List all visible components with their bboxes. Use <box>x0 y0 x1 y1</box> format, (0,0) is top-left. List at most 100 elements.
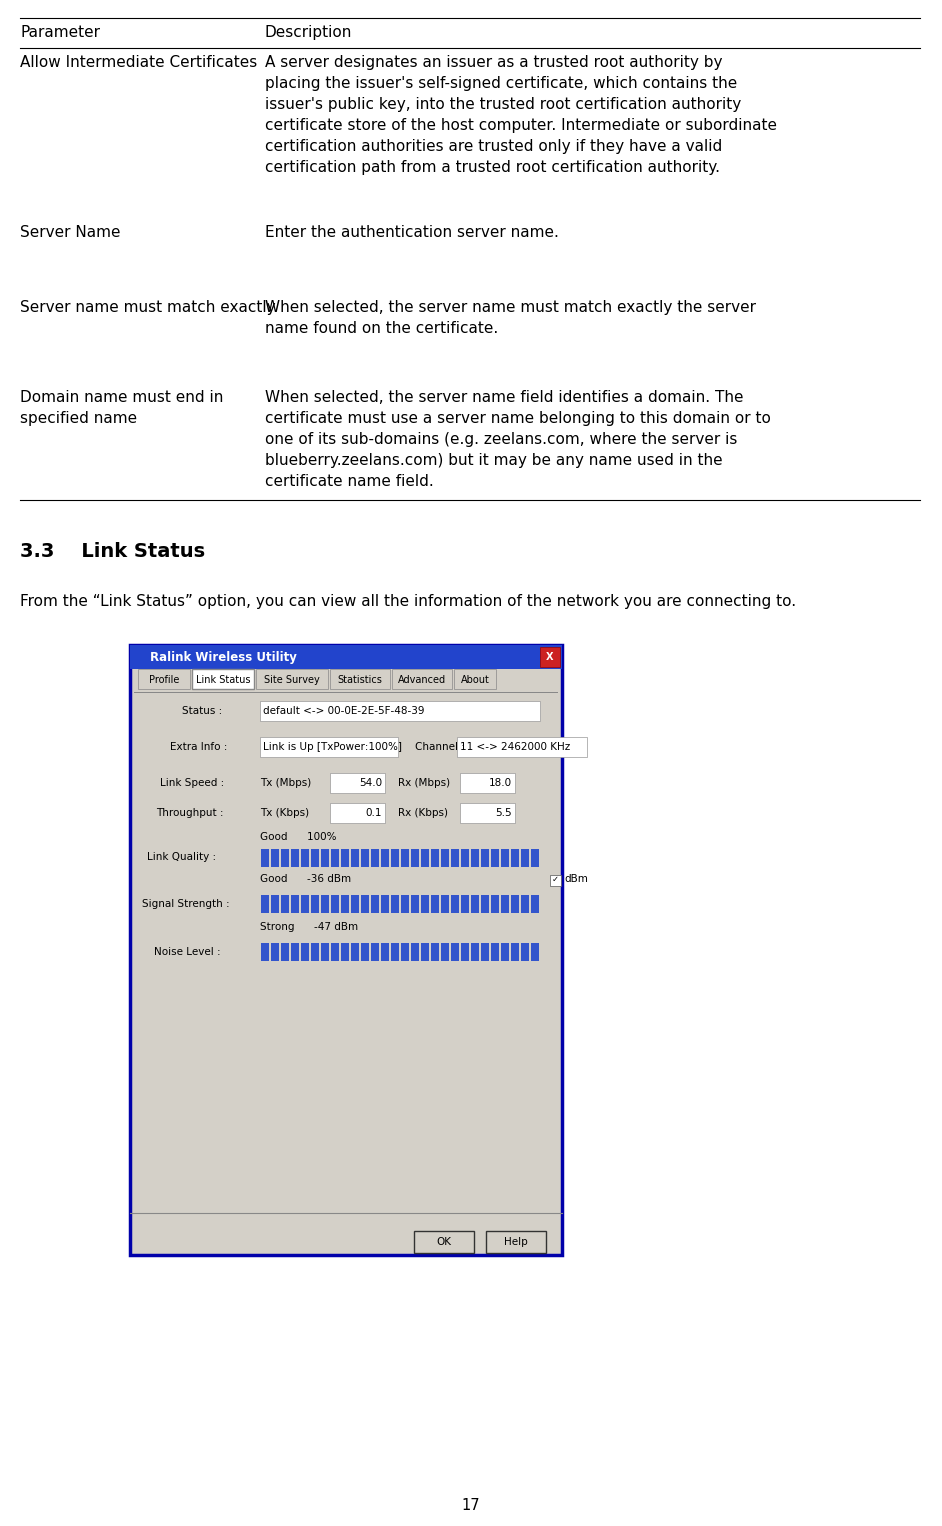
Bar <box>430 896 439 913</box>
Bar <box>381 848 389 867</box>
Text: Profile: Profile <box>149 674 179 685</box>
Bar <box>281 848 289 867</box>
Bar <box>300 848 309 867</box>
Bar <box>550 874 561 887</box>
Text: A server designates an issuer as a trusted root authority by: A server designates an issuer as a trust… <box>265 55 723 70</box>
Bar <box>441 943 449 961</box>
Bar <box>451 943 460 961</box>
Bar <box>261 848 269 867</box>
Bar <box>441 896 449 913</box>
Bar <box>460 803 515 823</box>
Text: Ralink Wireless Utility: Ralink Wireless Utility <box>150 650 297 664</box>
Bar <box>400 848 409 867</box>
Bar <box>392 668 452 690</box>
Bar <box>480 896 489 913</box>
Bar <box>270 943 279 961</box>
Bar <box>511 848 519 867</box>
Text: When selected, the server name must match exactly the server: When selected, the server name must matc… <box>265 301 756 314</box>
Text: 0.1: 0.1 <box>365 807 382 818</box>
Text: About: About <box>461 674 490 685</box>
Text: OK: OK <box>436 1238 451 1247</box>
Text: certification authorities are trusted only if they have a valid: certification authorities are trusted on… <box>265 139 723 154</box>
Bar <box>270 896 279 913</box>
Text: Server name must match exactly: Server name must match exactly <box>20 301 276 314</box>
Bar <box>260 700 540 720</box>
Text: Rx (Kbps): Rx (Kbps) <box>398 807 448 818</box>
Text: Enter the authentication server name.: Enter the authentication server name. <box>265 224 559 240</box>
Bar <box>530 848 539 867</box>
Bar <box>430 848 439 867</box>
Bar <box>291 896 300 913</box>
Text: specified name: specified name <box>20 410 138 426</box>
Bar <box>521 848 529 867</box>
Text: Advanced: Advanced <box>398 674 447 685</box>
Bar <box>331 943 339 961</box>
Bar <box>311 848 319 867</box>
Bar <box>331 896 339 913</box>
Text: Status :: Status : <box>182 707 222 716</box>
Text: certificate must use a server name belonging to this domain or to: certificate must use a server name belon… <box>265 410 771 426</box>
Bar <box>480 943 489 961</box>
Bar <box>511 943 519 961</box>
Text: Signal Strength :: Signal Strength : <box>142 899 230 909</box>
Bar <box>454 668 496 690</box>
Text: Channel :: Channel : <box>415 742 464 752</box>
Text: Link Status: Link Status <box>196 674 251 685</box>
Bar <box>311 943 319 961</box>
Bar <box>361 943 369 961</box>
Bar <box>300 896 309 913</box>
Text: X: X <box>546 652 554 662</box>
Bar <box>521 943 529 961</box>
Text: certificate store of the host computer. Intermediate or subordinate: certificate store of the host computer. … <box>265 118 777 133</box>
Bar <box>361 896 369 913</box>
Text: Server Name: Server Name <box>20 224 121 240</box>
Bar <box>341 943 349 961</box>
Bar <box>471 896 479 913</box>
Text: Noise Level :: Noise Level : <box>154 948 220 957</box>
Text: Link Quality :: Link Quality : <box>147 852 216 862</box>
Bar <box>331 848 339 867</box>
Bar <box>400 943 409 961</box>
Bar <box>391 943 399 961</box>
Bar <box>391 848 399 867</box>
Text: From the “Link Status” option, you can view all the information of the network y: From the “Link Status” option, you can v… <box>20 594 796 609</box>
Text: Statistics: Statistics <box>337 674 382 685</box>
Bar <box>491 848 499 867</box>
Bar <box>457 737 587 757</box>
Bar <box>130 645 562 668</box>
Bar <box>381 943 389 961</box>
Text: Strong      -47 dBm: Strong -47 dBm <box>260 922 358 932</box>
Bar <box>461 848 469 867</box>
Bar <box>460 774 515 794</box>
Text: one of its sub-domains (e.g. zeelans.com, where the server is: one of its sub-domains (e.g. zeelans.com… <box>265 432 738 447</box>
Text: When selected, the server name field identifies a domain. The: When selected, the server name field ide… <box>265 391 743 404</box>
Bar <box>260 737 398 757</box>
Bar <box>471 943 479 961</box>
Bar <box>281 943 289 961</box>
Bar <box>411 943 419 961</box>
Bar <box>261 896 269 913</box>
Bar <box>371 896 380 913</box>
Bar <box>511 896 519 913</box>
Bar <box>391 896 399 913</box>
Bar <box>130 645 562 1254</box>
Text: placing the issuer's self-signed certificate, which contains the: placing the issuer's self-signed certifi… <box>265 76 738 92</box>
Bar <box>501 896 510 913</box>
Text: issuer's public key, into the trusted root certification authority: issuer's public key, into the trusted ro… <box>265 98 741 111</box>
Bar <box>361 848 369 867</box>
Bar <box>350 896 359 913</box>
Bar <box>521 896 529 913</box>
Text: Link is Up [TxPower:100%]: Link is Up [TxPower:100%] <box>263 742 402 752</box>
Bar <box>320 848 330 867</box>
Text: Good      100%: Good 100% <box>260 832 336 842</box>
Text: 17: 17 <box>462 1497 480 1512</box>
Text: 3.3    Link Status: 3.3 Link Status <box>20 542 205 562</box>
Bar <box>320 896 330 913</box>
Bar <box>311 896 319 913</box>
Bar <box>330 774 385 794</box>
Bar <box>421 896 430 913</box>
Text: Rx (Mbps): Rx (Mbps) <box>398 778 450 787</box>
Bar <box>430 943 439 961</box>
Bar <box>471 848 479 867</box>
Bar <box>341 896 349 913</box>
